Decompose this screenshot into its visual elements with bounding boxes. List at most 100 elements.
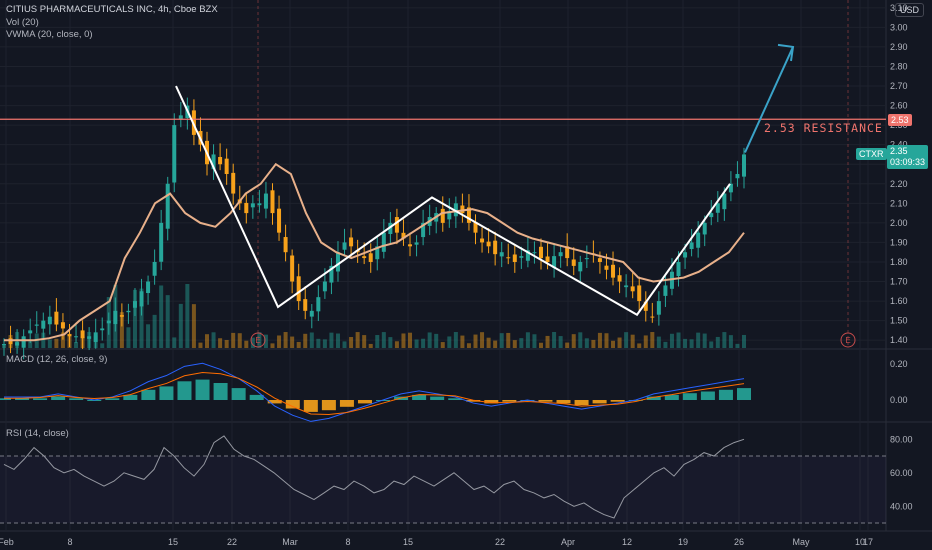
candle-body xyxy=(473,222,478,233)
macd-histogram-bar xyxy=(141,389,156,400)
candle-body xyxy=(15,342,20,346)
macd-histogram-bar xyxy=(574,400,589,406)
volume-bar xyxy=(309,332,314,348)
candle-body xyxy=(244,202,249,214)
macd-histogram-bar xyxy=(303,400,318,412)
earnings-marker xyxy=(250,332,266,348)
candle-body xyxy=(34,324,39,326)
currency-badge[interactable]: USD xyxy=(894,3,924,17)
candle-body xyxy=(643,301,648,311)
macd-histogram-bar xyxy=(249,394,264,400)
candle-body xyxy=(303,299,308,311)
price-tick-label: 2.80 xyxy=(890,61,908,71)
candle-body xyxy=(552,256,557,268)
volume-bar xyxy=(191,304,196,348)
rsi-legend: RSI (14, close) xyxy=(6,428,69,439)
volume-bar xyxy=(152,314,157,348)
macd-line xyxy=(4,362,745,422)
candle-body xyxy=(414,242,419,245)
rsi-tick-label: 60.00 xyxy=(890,468,913,478)
x-tick-label: 22 xyxy=(495,537,505,547)
volume-bar xyxy=(205,334,210,348)
volume-bar xyxy=(611,340,616,348)
candle-body xyxy=(178,115,183,120)
macd-histogram-bar xyxy=(33,398,48,400)
volume-bar xyxy=(119,312,124,348)
macd-tick-label: 0.20 xyxy=(890,359,908,369)
macd-histogram-bar xyxy=(484,400,499,404)
macd-histogram-bar xyxy=(357,400,372,404)
macd-histogram-bar xyxy=(339,400,354,407)
x-tick-label: Mar xyxy=(282,537,298,547)
macd-histogram-bar xyxy=(177,381,192,400)
price-tick-label: 2.90 xyxy=(890,42,908,52)
candle-body xyxy=(316,297,321,312)
price-tick-label: 1.90 xyxy=(890,237,908,247)
price-tick-label: 1.60 xyxy=(890,296,908,306)
volume-bar xyxy=(257,332,262,348)
candle-body xyxy=(335,252,340,272)
volume-bar xyxy=(742,334,746,348)
candle-body xyxy=(368,253,373,262)
candle-body xyxy=(486,241,491,247)
macd-histogram-bar xyxy=(448,398,463,400)
volume-bar xyxy=(198,342,203,348)
candle-body xyxy=(669,271,674,289)
candle-body xyxy=(394,217,399,233)
candle-body xyxy=(165,183,170,229)
volume-bar xyxy=(211,332,216,348)
price-tick-label: 1.70 xyxy=(890,277,908,287)
candle-body xyxy=(624,285,629,288)
candle-body xyxy=(611,264,616,278)
candle-body xyxy=(277,208,282,233)
volume-bar xyxy=(689,339,694,348)
volume-bar xyxy=(408,332,413,348)
candle-body xyxy=(126,310,131,313)
candle-body xyxy=(663,285,668,296)
candle-body xyxy=(499,252,504,257)
candle-body xyxy=(100,328,105,331)
volume-bar xyxy=(394,341,399,348)
candle-body xyxy=(250,203,255,208)
volume-bar xyxy=(597,332,602,348)
macd-legend: MACD (12, 26, close, 9) xyxy=(6,354,108,365)
candle-body xyxy=(545,256,550,262)
earnings-marker-label: E xyxy=(255,336,260,345)
macd-histogram-bar xyxy=(159,386,174,400)
volume-bar xyxy=(421,338,426,348)
volume-bar xyxy=(735,343,740,348)
volume-bar xyxy=(237,333,242,348)
volume-bar xyxy=(250,337,255,348)
volume-bar xyxy=(637,343,642,348)
volume-bar xyxy=(277,335,282,348)
price-tick-label: 3.10 xyxy=(890,3,908,13)
x-tick-label: 15 xyxy=(168,537,178,547)
volume-bar xyxy=(290,336,295,348)
candle-body xyxy=(604,265,609,270)
macd-histogram-bar xyxy=(664,394,679,400)
candle-body xyxy=(460,205,465,214)
macd-histogram-bar xyxy=(592,400,607,404)
resistance-tag: 2.53 xyxy=(888,114,912,126)
candle-body xyxy=(565,246,570,259)
candle-body xyxy=(637,285,642,302)
volume-bar xyxy=(159,285,164,348)
volume-bar xyxy=(178,303,183,348)
candle-body xyxy=(683,252,688,258)
volume-bar xyxy=(676,332,681,348)
volume-bar xyxy=(466,343,471,348)
volume-bar xyxy=(532,334,537,348)
macd-histogram-bar xyxy=(412,394,427,400)
candle-body xyxy=(578,261,583,272)
macd-histogram-bar xyxy=(231,388,246,400)
candle-body xyxy=(447,211,452,220)
candle-body xyxy=(381,232,386,252)
x-tick-label: 17 xyxy=(863,537,873,547)
candle-body xyxy=(466,207,471,223)
volume-bar xyxy=(349,337,354,348)
price-tick-label: 2.00 xyxy=(890,218,908,228)
volume-bar xyxy=(172,337,177,348)
price-tick-label: 2.10 xyxy=(890,198,908,208)
candle-body xyxy=(480,238,485,243)
